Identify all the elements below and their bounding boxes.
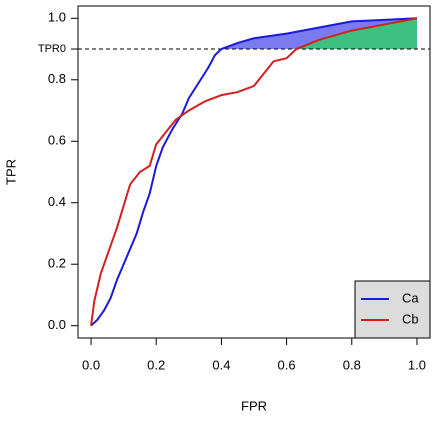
y-tick-label: 0.2: [48, 256, 66, 271]
x-tick-label: 0.6: [278, 357, 296, 372]
y-tick-label: 1.0: [48, 10, 66, 25]
y-tick-label: 0.0: [48, 317, 66, 332]
x-tick-label: 1.0: [408, 357, 426, 372]
x-tick-label: 0.2: [147, 357, 165, 372]
y-tick-label: TPR0: [38, 43, 66, 55]
legend-box: [354, 280, 431, 339]
shaded-area: [296, 18, 417, 50]
legend-label: Ca: [402, 290, 419, 305]
roc-curve: [90, 17, 418, 327]
y-tick-label: 0.6: [48, 133, 66, 148]
x-axis-label: FPR: [241, 398, 267, 413]
y-tick-label: 0.4: [48, 194, 66, 209]
roc-curve: [90, 17, 418, 326]
x-tick-label: 0.0: [82, 357, 100, 372]
x-tick-label: 0.8: [343, 357, 361, 372]
legend-label: Cb: [402, 311, 419, 326]
x-tick-label: 0.4: [212, 357, 230, 372]
y-axis-label: TPR: [3, 159, 18, 185]
y-tick-label: 0.8: [48, 71, 66, 86]
plot-frame: [77, 5, 431, 339]
